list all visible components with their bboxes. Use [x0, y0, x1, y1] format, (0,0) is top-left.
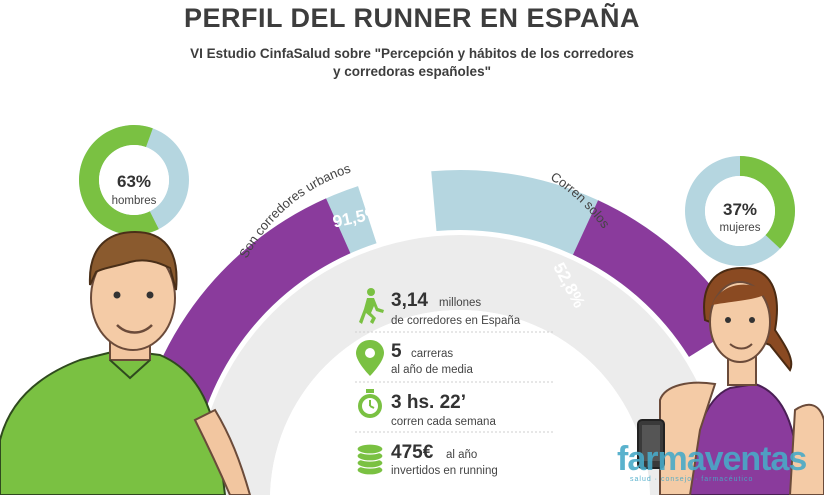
stat-weekly-time-text2: corren cada semana [391, 416, 496, 428]
men-donut-value: 63% [117, 172, 151, 191]
female-runner-illustration [637, 266, 824, 495]
page-title: PERFIL DEL RUNNER EN ESPAÑA [183, 3, 641, 33]
stat-runners: 3,14 millones de corredores en España [391, 290, 521, 327]
watermark-tagline: salud · consejo · farmacéutico [630, 476, 754, 483]
coins-icon [356, 443, 384, 476]
runner-icon [359, 288, 384, 324]
stat-spending-text1: al año [446, 449, 477, 461]
stat-races-value: 5 [391, 341, 402, 362]
women-donut-label: mujeres [720, 222, 761, 234]
page-subtitle: VI Estudio CinfaSalud sobre "Percepción … [0, 45, 824, 81]
men-donut-share [78, 125, 159, 235]
stopwatch-icon [358, 389, 382, 418]
watermark-brand: farmaventas [617, 440, 807, 478]
stat-races: 5 carreras al año de media [391, 341, 473, 376]
stat-weekly-time-value: 3 hs. 22’ [391, 392, 466, 413]
women-donut-share [740, 156, 795, 249]
stat-races-text1: carreras [411, 348, 453, 360]
center-arc-background [195, 235, 725, 495]
stat-runners-value: 3,14 [391, 290, 428, 311]
stat-runners-text1: millones [439, 297, 481, 309]
subtitle-line-2: y corredoras españoles" [333, 64, 491, 79]
solo-runners-bar [431, 170, 740, 357]
women-donut-value: 37% [723, 200, 757, 219]
stat-weekly-time: 3 hs. 22’ corren cada semana [391, 392, 496, 428]
subtitle-line-1: VI Estudio CinfaSalud sobre "Percepción … [190, 46, 634, 61]
male-runner-illustration [0, 230, 252, 495]
stat-spending: 475€ al año invertidos en running [391, 442, 498, 477]
stat-spending-value: 475€ [391, 442, 434, 463]
women-donut-chart: 37% mujeres [684, 156, 795, 266]
stat-spending-text2: invertidos en running [391, 465, 498, 477]
stat-races-text2: al año de media [391, 364, 473, 376]
men-donut-label: hombres [112, 195, 157, 207]
location-pin-icon [356, 340, 384, 376]
men-donut-chart: 63% hombres [78, 125, 189, 235]
stat-runners-text2: de corredores en España [391, 315, 521, 327]
